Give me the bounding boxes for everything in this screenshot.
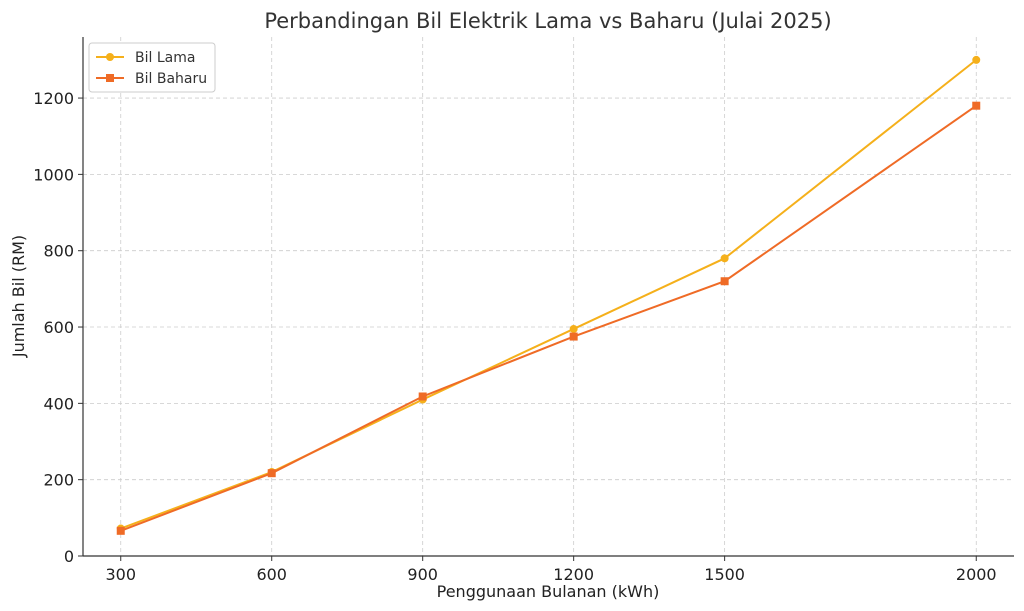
x-axis-label: Penggunaan Bulanan (kWh) [437,582,660,601]
y-tick-label: 800 [43,242,74,261]
tick-labels: 300 600 900 1200 1500 2000 0 200 400 600 800 1000 12… [33,89,996,584]
series-layer [116,55,981,535]
legend: Bil Lama Bil Baharu [88,42,216,93]
data-point-bil-baharu [569,332,578,341]
grid [83,37,1014,557]
y-tick-label: 1200 [33,89,74,108]
y-tick-label: 0 [64,547,74,566]
series-line-bil-lama [120,59,977,530]
y-axis-label: Jumlah Bil (RM) [9,235,28,358]
data-point-bil-lama [569,324,578,333]
x-tick-label: 900 [407,565,438,584]
y-tick-label: 400 [43,394,74,413]
y-tick-label: 1000 [33,165,74,184]
legend-box [88,42,216,93]
x-tick-label: 2000 [956,565,997,584]
legend-marker-bil-lama [106,53,114,61]
data-point-bil-baharu [116,526,125,535]
x-tick-label: 1500 [704,565,745,584]
chart-title: Perbandingan Bil Elektrik Lama vs Baharu… [264,9,831,33]
data-point-bil-baharu [267,469,276,478]
x-tick-label: 600 [256,565,287,584]
legend-marker-bil-baharu [106,74,114,82]
data-point-bil-lama [972,55,981,64]
series-line-bil-baharu [120,104,977,532]
legend-label-bil-lama: Bil Lama [135,50,195,66]
y-tick-label: 200 [43,471,74,490]
data-point-bil-lama [720,254,729,263]
x-tick-label: 300 [105,565,136,584]
y-tick-label: 600 [43,318,74,337]
x-tick-label: 1200 [553,565,594,584]
data-point-bil-baharu [972,101,981,110]
legend-label-bil-baharu: Bil Baharu [135,71,207,87]
data-point-bil-baharu [720,277,729,286]
data-point-bil-baharu [418,392,427,401]
